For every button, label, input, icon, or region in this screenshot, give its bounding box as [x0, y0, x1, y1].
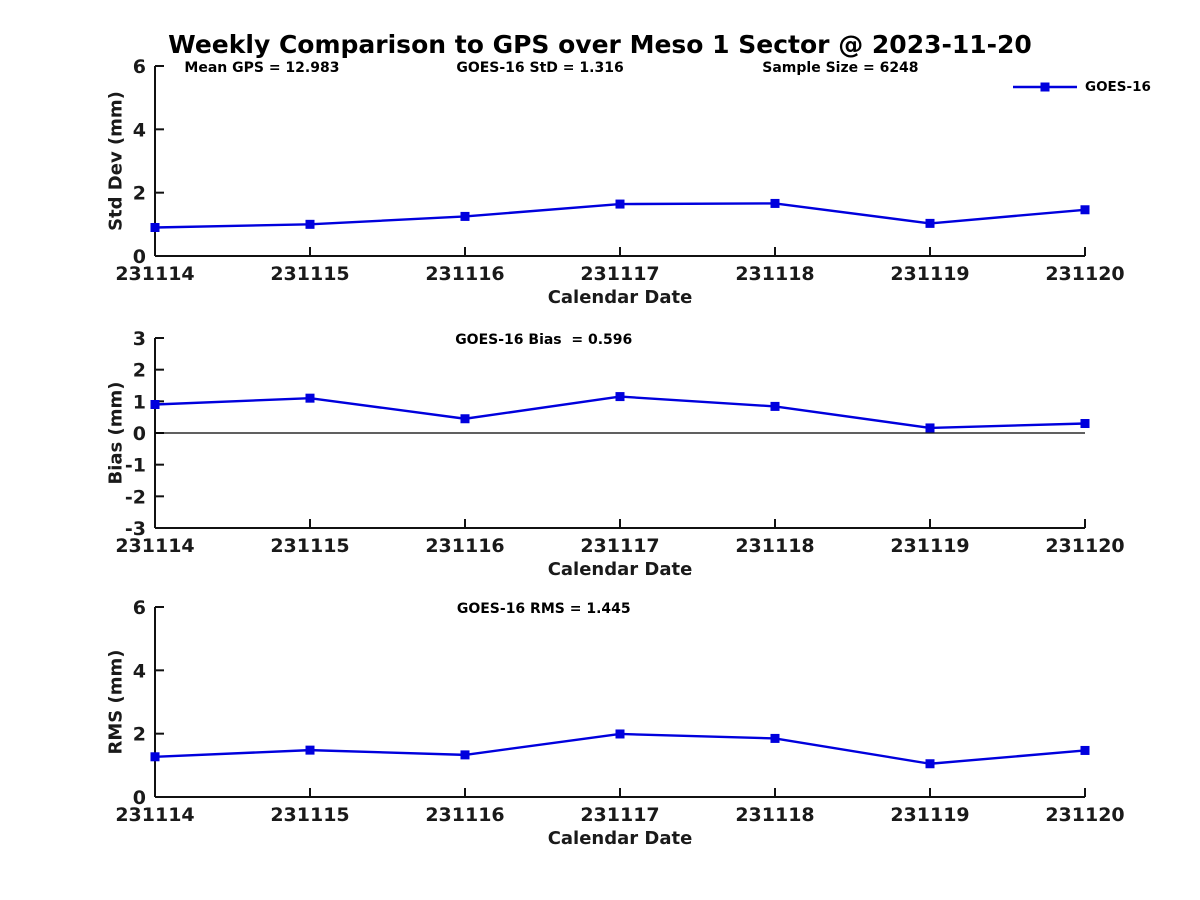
x-tick-label: 231117 — [580, 804, 659, 826]
data-point-marker — [305, 393, 315, 403]
data-point-marker — [615, 392, 625, 402]
x-tick-label: 231117 — [580, 263, 659, 285]
y-tick-label: 2 — [133, 724, 146, 746]
x-tick-label: 231118 — [735, 535, 814, 557]
data-point-marker — [1080, 419, 1090, 428]
legend-line-marker-icon — [1013, 82, 1077, 92]
x-tick-label: 231115 — [270, 263, 349, 285]
x-axis-label: Calendar Date — [548, 559, 693, 580]
x-tick-label: 231119 — [890, 535, 969, 557]
legend-square-marker-icon — [1040, 82, 1050, 92]
data-point-marker — [925, 759, 935, 769]
y-tick-label: -1 — [125, 455, 146, 477]
x-tick-label: 231120 — [1045, 263, 1124, 285]
data-point-marker — [150, 223, 160, 232]
x-axis-label: Calendar Date — [548, 828, 693, 849]
x-tick-label: 231118 — [735, 263, 814, 285]
chart-rms: 0 2 4 6 231114 231115 231116 231117 231118 231119… — [105, 597, 1124, 849]
y-tick-label: 3 — [133, 328, 146, 350]
x-tick-label: 231114 — [115, 263, 194, 285]
x-tick-label: 231120 — [1045, 535, 1124, 557]
series-line — [154, 395, 1086, 430]
y-tick-label: 0 — [133, 787, 146, 809]
x-tick-label: 231116 — [425, 804, 504, 826]
y-tick-label: -3 — [125, 518, 146, 540]
data-point-marker — [770, 401, 780, 411]
data-point-marker — [305, 219, 315, 229]
x-tick-label: 231114 — [115, 804, 194, 826]
data-point-marker — [460, 750, 470, 760]
chart-std-dev: 0 2 4 6 231114 231115 231116 231117 231118 231119… — [105, 56, 1124, 308]
data-point-marker — [615, 729, 625, 739]
y-tick-label: 4 — [133, 119, 146, 141]
x-tick-label: 231114 — [115, 535, 194, 557]
annotation: GOES-16 StD = 1.316 — [456, 60, 623, 76]
figure-title: Weekly Comparison to GPS over Meso 1 Sec… — [168, 30, 1032, 59]
data-point-marker — [305, 745, 315, 755]
data-point-marker — [150, 752, 160, 762]
data-point-marker — [925, 218, 935, 228]
y-tick-label: 4 — [133, 660, 146, 682]
annotation: Sample Size = 6248 — [762, 60, 918, 76]
x-tick-label: 231116 — [425, 535, 504, 557]
x-tick-label: 231118 — [735, 804, 814, 826]
legend-label: GOES-16 — [1085, 79, 1151, 95]
data-point-marker — [770, 733, 780, 743]
chart-bias: -3 -2 -1 0 1 2 3 231114 231115 231116 231117 231118… — [105, 328, 1124, 580]
y-axis-label: RMS (mm) — [105, 650, 126, 755]
y-tick-label: 2 — [133, 183, 146, 205]
data-point-marker — [770, 198, 780, 208]
y-tick-label: 1 — [133, 391, 146, 413]
data-point-marker — [1080, 745, 1090, 755]
data-point-marker — [460, 211, 470, 221]
x-tick-label: 231117 — [580, 535, 659, 557]
data-point-marker — [150, 400, 160, 409]
data-point-marker — [925, 423, 935, 433]
y-tick-label: 6 — [133, 56, 146, 78]
y-tick-label: 0 — [133, 423, 146, 445]
data-point-marker — [1080, 205, 1090, 215]
x-tick-label: 231119 — [890, 804, 969, 826]
y-axis-label: Bias (mm) — [105, 382, 126, 485]
x-tick-label: 231116 — [425, 263, 504, 285]
y-axis-label: Std Dev (mm) — [105, 91, 126, 231]
x-tick-label: 231120 — [1045, 804, 1124, 826]
annotation: Mean GPS = 12.983 — [184, 60, 339, 76]
data-point-marker — [460, 414, 470, 424]
annotation: GOES-16 RMS = 1.445 — [457, 601, 631, 617]
y-tick-label: 2 — [133, 360, 146, 382]
y-tick-label: -2 — [125, 486, 146, 508]
y-tick-label: 0 — [133, 246, 146, 268]
x-axis-label: Calendar Date — [548, 287, 693, 308]
x-tick-label: 231119 — [890, 263, 969, 285]
annotation: GOES-16 Bias = 0.596 — [455, 332, 632, 348]
legend: GOES-16 — [1013, 79, 1151, 95]
y-tick-label: 6 — [133, 597, 146, 619]
x-tick-label: 231115 — [270, 535, 349, 557]
x-tick-label: 231115 — [270, 804, 349, 826]
data-point-marker — [615, 199, 625, 209]
